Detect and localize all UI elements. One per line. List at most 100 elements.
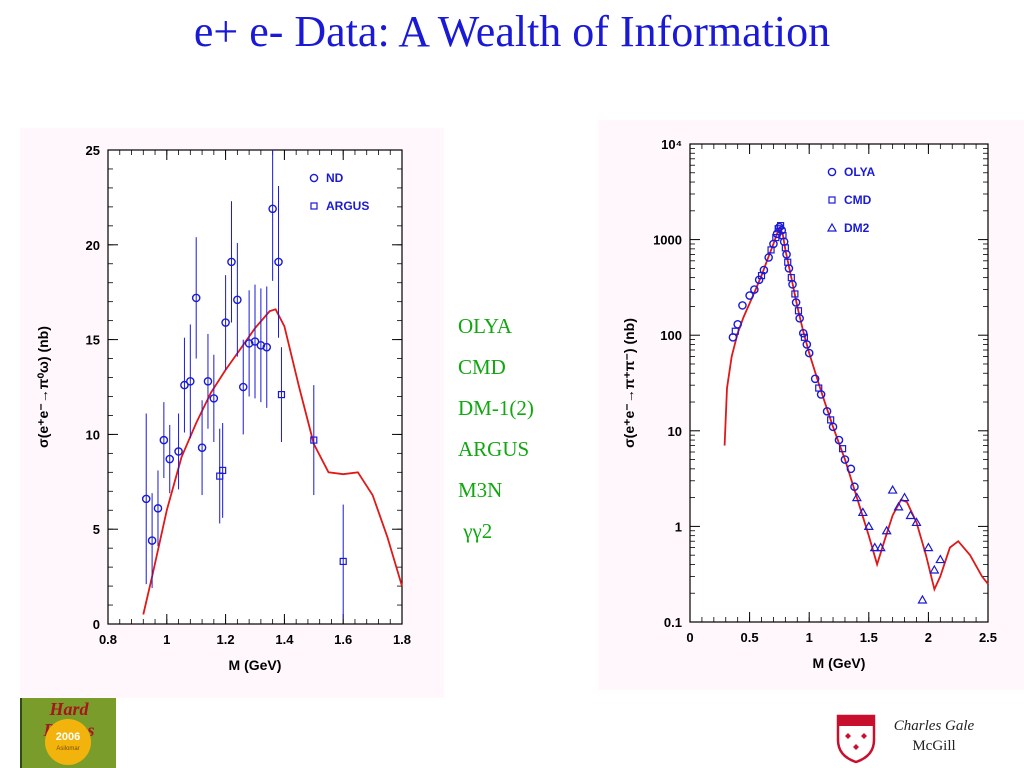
legend-marker — [310, 202, 318, 210]
y-tick-label: 0 — [93, 617, 100, 632]
data-point-nd — [165, 454, 175, 464]
x-tick-label: 0.5 — [741, 630, 759, 645]
data-point-olya — [834, 435, 844, 445]
author-name: Charles Gale — [893, 718, 975, 734]
experiment-item: OLYA — [458, 314, 512, 338]
data-point-nd — [180, 380, 189, 390]
x-tick-label: 2 — [925, 630, 932, 645]
data-point-nd — [147, 536, 157, 545]
legend-label: OLYA — [844, 165, 875, 179]
x-tick-label: 1.4 — [275, 632, 294, 647]
x-axis-label: M (GeV) — [229, 657, 282, 673]
logo-subtext: Asilomar — [56, 746, 80, 752]
data-point-nd — [250, 337, 260, 346]
x-tick-label: 2.5 — [979, 630, 997, 645]
experiment-list: OLYA CMD DM-1(2) ARGUS M3N γγ2 — [458, 306, 534, 552]
x-tick-label: 1.6 — [334, 632, 352, 647]
y-tick-label: 5 — [93, 522, 100, 537]
mcgill-crest-icon — [836, 714, 876, 764]
legend-label: DM2 — [844, 221, 870, 235]
x-axis-label: M (GeV) — [813, 655, 866, 671]
y-tick-label: 25 — [86, 143, 100, 158]
y-tick-label: 10⁴ — [661, 137, 682, 152]
logo-year: 2006 — [55, 731, 81, 743]
experiment-item: γγ2 — [458, 519, 493, 543]
data-point-nd — [262, 342, 272, 352]
data-point-dm2 — [881, 525, 892, 535]
legend-marker — [827, 167, 837, 177]
author-credit: Charles Gale McGill — [878, 716, 990, 756]
data-point-cmd — [772, 233, 780, 242]
data-point-nd — [141, 494, 151, 504]
y-tick-label: 10 — [86, 427, 100, 442]
data-point-dm2 — [935, 554, 946, 564]
y-tick-label: 15 — [86, 333, 100, 348]
legend-label: ARGUS — [326, 199, 369, 213]
legend-marker — [826, 222, 838, 232]
x-tick-label: 0.8 — [99, 632, 117, 647]
data-point-dm2 — [875, 542, 886, 552]
data-point-nd — [186, 377, 195, 386]
x-tick-label: 0 — [686, 630, 693, 645]
y-tick-label: 1000 — [653, 233, 682, 248]
data-point-olya — [738, 301, 747, 310]
data-point-olya — [759, 265, 769, 275]
data-point-cmd — [838, 445, 847, 453]
data-point-argus — [219, 466, 227, 475]
experiment-item: M3N — [458, 478, 503, 502]
data-point-nd — [197, 443, 207, 452]
experiment-item: ARGUS — [458, 437, 530, 461]
data-point-dm2 — [893, 501, 904, 511]
data-point-dm2 — [851, 492, 862, 502]
data-point-olya — [798, 328, 808, 338]
hard-probes-logo: Hard Probes 2006 Asilomar — [20, 698, 116, 768]
slide-title: e+ e- Data: A Wealth of Information — [193, 7, 831, 56]
legend-label: ND — [326, 171, 344, 185]
data-point-nd — [153, 504, 163, 513]
data-point-olya — [795, 314, 804, 323]
omega-pi-chart-panel: 0.8 1 1.2 1.4 1.6 1.8 0 5 10 15 20 25 M (GeV) σ(e⁺e⁻→… — [20, 128, 444, 698]
x-tick-label: 1 — [163, 632, 170, 647]
data-point-dm2 — [857, 507, 868, 517]
experiment-item: CMD — [458, 355, 506, 379]
data-point-dm2 — [923, 542, 934, 552]
data-point-olya — [840, 455, 850, 464]
data-point-olya — [745, 291, 754, 300]
institution-name: McGill — [912, 738, 956, 754]
data-point-cmd — [827, 416, 835, 424]
data-point-cmd — [731, 327, 739, 335]
data-point-dm2 — [863, 521, 874, 530]
x-tick-label: 1.5 — [860, 630, 878, 645]
y-tick-label: 10 — [668, 424, 682, 439]
data-point-dm2 — [887, 484, 898, 494]
data-point-argus — [277, 390, 286, 399]
data-point-argus — [310, 436, 318, 444]
x-tick-label: 1.8 — [393, 632, 411, 647]
data-point-nd — [221, 318, 230, 327]
data-point-dm2 — [917, 594, 928, 604]
data-point-dm2 — [905, 510, 916, 520]
x-tick-label: 1 — [806, 630, 813, 645]
data-point-nd — [174, 447, 183, 456]
theory-curve — [142, 308, 403, 615]
data-point-nd — [191, 293, 201, 303]
data-point-olya — [804, 348, 814, 358]
data-point-dm2 — [911, 517, 922, 527]
pi-pi-chart: 0 0.5 1 1.5 2 2.5 0.1 1 10 100 1000 10⁴ M (GeV) σ(e⁺e… — [621, 137, 997, 671]
y-tick-label: 100 — [660, 328, 682, 343]
data-point-olya — [754, 275, 764, 285]
data-point-nd — [274, 257, 283, 267]
data-point-olya — [810, 374, 820, 384]
pi-pi-chart-panel: 0 0.5 1 1.5 2 2.5 0.1 1 10 100 1000 10⁴ M (GeV) σ(e⁺e… — [598, 120, 1024, 690]
data-point-cmd — [800, 333, 809, 341]
data-point-cmd — [757, 272, 766, 280]
y-tick-label: 1 — [675, 519, 682, 534]
data-point-cmd — [784, 258, 792, 266]
data-point-nd — [268, 204, 277, 214]
data-point-nd — [227, 257, 236, 267]
y-axis-label: σ(e⁺e⁻→π⁰ω) (nb) — [35, 326, 51, 448]
omega-pi-chart: 0.8 1 1.2 1.4 1.6 1.8 0 5 10 15 20 25 M (GeV) σ(e⁺e⁻→… — [35, 143, 411, 673]
data-point-cmd — [815, 384, 823, 392]
data-point-olya — [846, 464, 856, 474]
y-axis-label: σ(e⁺e⁻→π⁺π⁻) (nb) — [621, 318, 637, 448]
